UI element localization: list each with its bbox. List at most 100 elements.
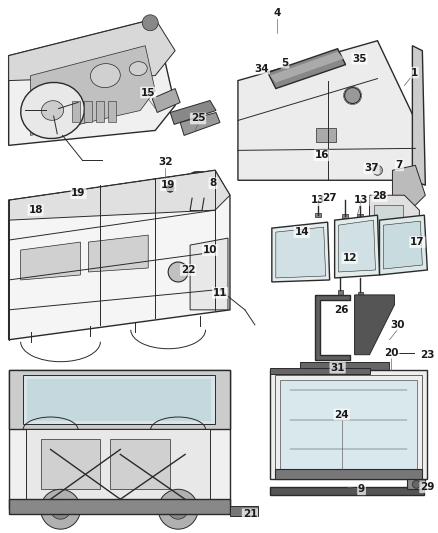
Text: 30: 30 <box>390 320 405 330</box>
Bar <box>357 214 363 218</box>
Polygon shape <box>27 378 211 421</box>
Circle shape <box>413 480 420 488</box>
Polygon shape <box>9 499 230 514</box>
Text: 18: 18 <box>28 205 43 215</box>
Polygon shape <box>379 215 427 275</box>
Text: 37: 37 <box>364 163 379 173</box>
Text: 31: 31 <box>330 362 345 373</box>
Bar <box>316 128 336 142</box>
Text: 10: 10 <box>203 245 217 255</box>
Bar <box>300 362 389 370</box>
Text: 20: 20 <box>384 348 399 358</box>
Polygon shape <box>9 171 230 220</box>
Text: 22: 22 <box>181 265 195 275</box>
Text: 1: 1 <box>411 68 418 78</box>
Text: 4: 4 <box>273 8 280 18</box>
Circle shape <box>168 499 188 519</box>
Ellipse shape <box>21 83 85 139</box>
Bar <box>407 479 425 489</box>
Text: 24: 24 <box>334 409 349 419</box>
Polygon shape <box>370 195 419 265</box>
Polygon shape <box>110 439 170 489</box>
Bar <box>108 101 117 123</box>
Text: 5: 5 <box>281 58 288 68</box>
Polygon shape <box>41 439 100 489</box>
Text: 25: 25 <box>191 114 205 124</box>
Circle shape <box>345 87 360 103</box>
Text: 32: 32 <box>158 157 173 167</box>
Text: 35: 35 <box>352 54 367 63</box>
Polygon shape <box>268 49 346 88</box>
Ellipse shape <box>129 62 147 76</box>
Text: 26: 26 <box>334 305 349 315</box>
Polygon shape <box>9 171 230 340</box>
Polygon shape <box>270 52 343 83</box>
Bar <box>72 101 81 123</box>
Polygon shape <box>9 19 175 146</box>
Polygon shape <box>270 370 427 479</box>
Text: 15: 15 <box>141 87 155 98</box>
Polygon shape <box>276 227 326 278</box>
Polygon shape <box>335 215 379 278</box>
Text: 29: 29 <box>420 482 434 492</box>
Circle shape <box>158 489 198 529</box>
Polygon shape <box>355 295 395 355</box>
Text: 17: 17 <box>410 237 425 247</box>
Text: 7: 7 <box>396 160 403 171</box>
Text: 13: 13 <box>354 195 369 205</box>
Circle shape <box>166 184 174 192</box>
Text: 14: 14 <box>294 227 309 237</box>
Text: 12: 12 <box>343 253 357 263</box>
Bar <box>357 292 363 300</box>
Bar <box>374 205 403 253</box>
Circle shape <box>372 165 382 175</box>
Text: 28: 28 <box>372 191 387 201</box>
Bar <box>270 487 424 495</box>
Text: 21: 21 <box>243 509 257 519</box>
Polygon shape <box>23 375 215 424</box>
Polygon shape <box>339 220 375 272</box>
Polygon shape <box>9 19 175 80</box>
Polygon shape <box>314 295 350 360</box>
Text: 13: 13 <box>311 195 325 205</box>
Circle shape <box>41 489 81 529</box>
Polygon shape <box>88 235 148 272</box>
Polygon shape <box>384 221 422 269</box>
Polygon shape <box>238 41 415 180</box>
Polygon shape <box>413 46 425 185</box>
Bar <box>275 470 422 479</box>
Polygon shape <box>31 46 155 135</box>
Ellipse shape <box>189 171 207 181</box>
Circle shape <box>142 15 158 31</box>
Bar <box>230 506 258 516</box>
Polygon shape <box>190 238 228 310</box>
Polygon shape <box>21 242 81 280</box>
Text: 27: 27 <box>322 193 337 203</box>
Polygon shape <box>170 101 216 124</box>
Polygon shape <box>9 370 230 509</box>
Polygon shape <box>25 430 210 499</box>
Text: 19: 19 <box>161 180 175 190</box>
Ellipse shape <box>90 63 120 87</box>
Polygon shape <box>272 222 330 282</box>
Bar <box>342 214 348 218</box>
Text: 9: 9 <box>358 484 365 494</box>
Circle shape <box>168 262 188 282</box>
Text: 8: 8 <box>209 178 217 188</box>
Bar <box>270 368 370 374</box>
Polygon shape <box>9 370 230 430</box>
Polygon shape <box>280 379 417 470</box>
Bar <box>85 101 92 123</box>
Text: 34: 34 <box>254 63 269 74</box>
Text: 16: 16 <box>314 150 329 160</box>
Text: 11: 11 <box>213 288 227 298</box>
Text: 23: 23 <box>420 350 434 360</box>
Polygon shape <box>180 112 220 135</box>
Circle shape <box>50 499 71 519</box>
Polygon shape <box>392 165 425 205</box>
Text: 19: 19 <box>71 188 86 198</box>
Bar <box>338 290 343 298</box>
Ellipse shape <box>184 173 212 208</box>
Polygon shape <box>152 88 180 112</box>
Ellipse shape <box>42 101 64 120</box>
